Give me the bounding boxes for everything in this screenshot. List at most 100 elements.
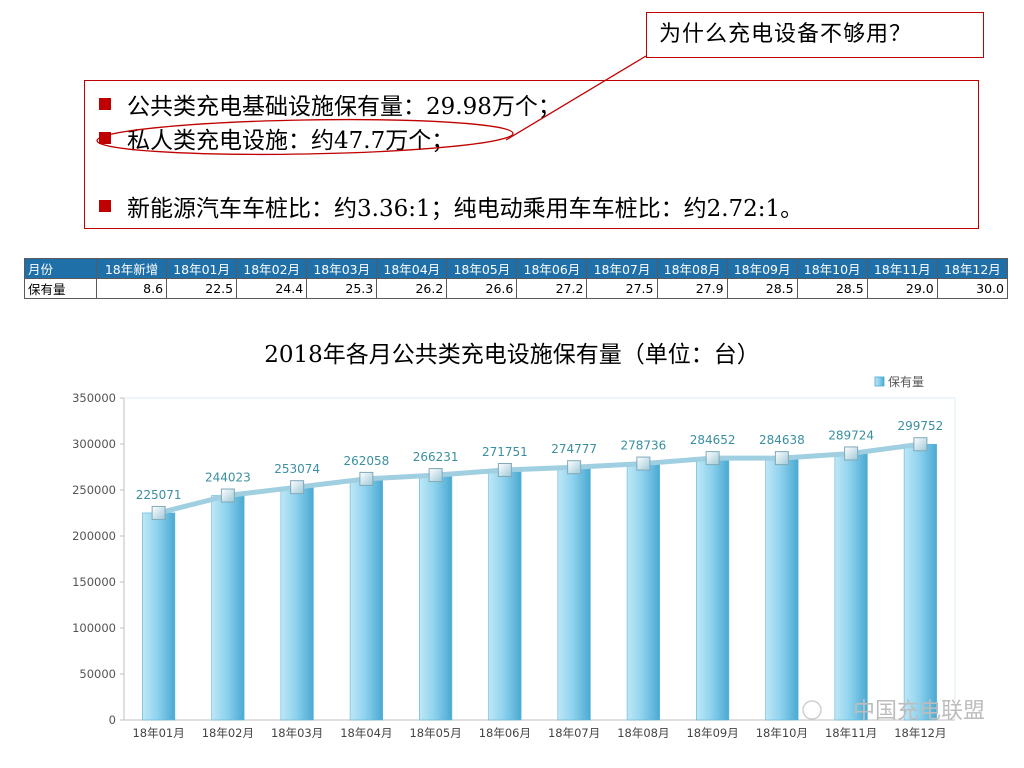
data-label: 225071 — [136, 488, 182, 502]
y-tick-label: 200000 — [72, 529, 116, 543]
bar — [765, 457, 799, 721]
x-tick-label: 18年07月 — [548, 726, 600, 740]
table-header-cell: 18年12月 — [936, 258, 1009, 279]
table-header-row: 月份 18年新增 18年01月 18年02月 18年03月 18年04月 18年05月 18年… — [24, 258, 1009, 279]
data-point-marker — [428, 468, 443, 483]
table-cell: 27.9 — [656, 278, 728, 299]
x-tick-label: 18年08月 — [617, 726, 669, 740]
data-point-marker — [705, 451, 720, 466]
table-cell: 30.0 — [936, 278, 1009, 299]
table-row-label: 保有量 — [24, 278, 97, 299]
y-tick-label: 300000 — [72, 437, 116, 451]
data-point-marker — [844, 446, 859, 461]
watermark-text: 中国充电联盟 — [853, 699, 985, 724]
data-label: 284652 — [690, 433, 736, 447]
table-header-cell: 18年03月 — [306, 258, 378, 279]
y-tick-label: 250000 — [72, 483, 116, 497]
bullet-text: 公共类充电基础设施保有量：29.98万个； — [127, 94, 561, 120]
data-label: 284638 — [759, 433, 805, 447]
y-tick-label: 0 — [109, 713, 116, 727]
y-tick-label: 350000 — [72, 391, 116, 405]
bullet-square-icon — [99, 98, 111, 110]
table-header-cell: 18年01月 — [166, 258, 238, 279]
x-tick-label: 18年04月 — [340, 726, 392, 740]
bar — [211, 495, 245, 721]
bar — [419, 474, 453, 721]
bar — [349, 478, 383, 721]
table-cell: 29.0 — [866, 278, 938, 299]
data-point-marker — [567, 460, 582, 475]
data-label: 274777 — [551, 442, 597, 456]
table-header-cell: 18年02月 — [236, 258, 308, 279]
data-label: 278736 — [620, 439, 666, 453]
data-point-marker — [359, 471, 374, 486]
bar — [834, 453, 868, 721]
series-line — [158, 441, 921, 516]
monthly-chargers-chart: 2018年各月公共类充电设施保有量（单位：台） 保有量 0 50000 100000… — [72, 342, 985, 740]
table-cell: 26.6 — [446, 278, 518, 299]
monthly-stock-table: 月份 18年新增 18年01月 18年02月 18年03月 18年04月 18年05月 18年… — [24, 258, 1009, 299]
question-callout: 为什么充电设备不够用？ — [646, 12, 984, 58]
table-cell: 25.3 — [306, 278, 378, 299]
bullet-square-icon — [99, 132, 111, 144]
table-cell: 27.2 — [516, 278, 588, 299]
data-point-marker — [497, 462, 512, 477]
bullet-private-chargers: 私人类充电设施：约47.7万个； — [99, 121, 454, 155]
table-cell: 28.5 — [796, 278, 868, 299]
legend-swatch — [874, 376, 885, 387]
table-cell: 27.5 — [586, 278, 658, 299]
table-cell: 28.5 — [726, 278, 798, 299]
data-label: 266231 — [413, 450, 459, 464]
x-tick-label: 18年11月 — [825, 726, 877, 740]
x-tick-label: 18年10月 — [756, 726, 808, 740]
table-header-cell: 18年10月 — [796, 258, 868, 279]
bullet-vehicle-charger-ratio: 新能源汽车车桩比：约3.36:1；纯电动乘用车车桩比：约2.72:1。 — [99, 189, 803, 223]
x-tick-label: 18年02月 — [202, 726, 254, 740]
data-point-marker — [774, 451, 789, 466]
table-header-cell: 18年11月 — [866, 258, 938, 279]
table-row: 保有量 8.6 22.5 24.4 25.3 26.2 26.6 27.2 27.5 27.9 28… — [24, 278, 1009, 299]
data-label: 253074 — [274, 462, 320, 476]
table-cell: 24.4 — [236, 278, 308, 299]
data-label: 244023 — [205, 470, 251, 484]
bullet-square-icon — [99, 200, 111, 212]
bullet-text: 新能源汽车车桩比：约3.36:1；纯电动乘用车车桩比：约2.72:1。 — [127, 196, 804, 222]
bullet-text: 私人类充电设施：约47.7万个； — [127, 128, 455, 154]
table-cell: 22.5 — [166, 278, 238, 299]
bar — [626, 463, 660, 721]
data-point-marker — [290, 480, 305, 495]
table-header-cell: 18年07月 — [586, 258, 658, 279]
x-tick-label: 18年01月 — [132, 726, 184, 740]
table-header-cell: 18年09月 — [726, 258, 798, 279]
chart-title: 2018年各月公共类充电设施保有量（单位：台） — [264, 342, 760, 368]
bar — [142, 512, 176, 721]
bar — [280, 486, 314, 721]
data-point-marker — [913, 437, 928, 452]
legend-label: 保有量 — [888, 375, 924, 389]
table-header-cell: 18年05月 — [446, 258, 518, 279]
table-header-cell: 18年04月 — [376, 258, 448, 279]
bar — [557, 466, 591, 721]
data-point-marker — [220, 488, 235, 503]
x-tick-label: 18年06月 — [479, 726, 531, 740]
x-tick-label: 18年12月 — [894, 726, 946, 740]
x-tick-label: 18年09月 — [686, 726, 738, 740]
data-label: 299752 — [897, 419, 943, 433]
data-label: 289724 — [828, 428, 874, 442]
wechat-icon — [802, 700, 822, 720]
chart-legend: 保有量 — [874, 375, 924, 389]
table-header-cell: 18年新增 — [95, 258, 168, 279]
table-header-cell: 18年06月 — [516, 258, 588, 279]
x-tick-label: 18年03月 — [271, 726, 323, 740]
x-tick-label: 18年05月 — [409, 726, 461, 740]
data-label: 262058 — [343, 454, 389, 468]
y-tick-label: 150000 — [72, 575, 116, 589]
data-point-marker — [151, 505, 166, 520]
bar — [903, 443, 937, 721]
data-label: 271751 — [482, 445, 528, 459]
table-header-cell: 18年08月 — [656, 258, 728, 279]
bullet-public-chargers: 公共类充电基础设施保有量：29.98万个； — [99, 87, 561, 121]
table-cell: 26.2 — [376, 278, 448, 299]
bar — [696, 457, 730, 721]
bar — [488, 469, 522, 721]
